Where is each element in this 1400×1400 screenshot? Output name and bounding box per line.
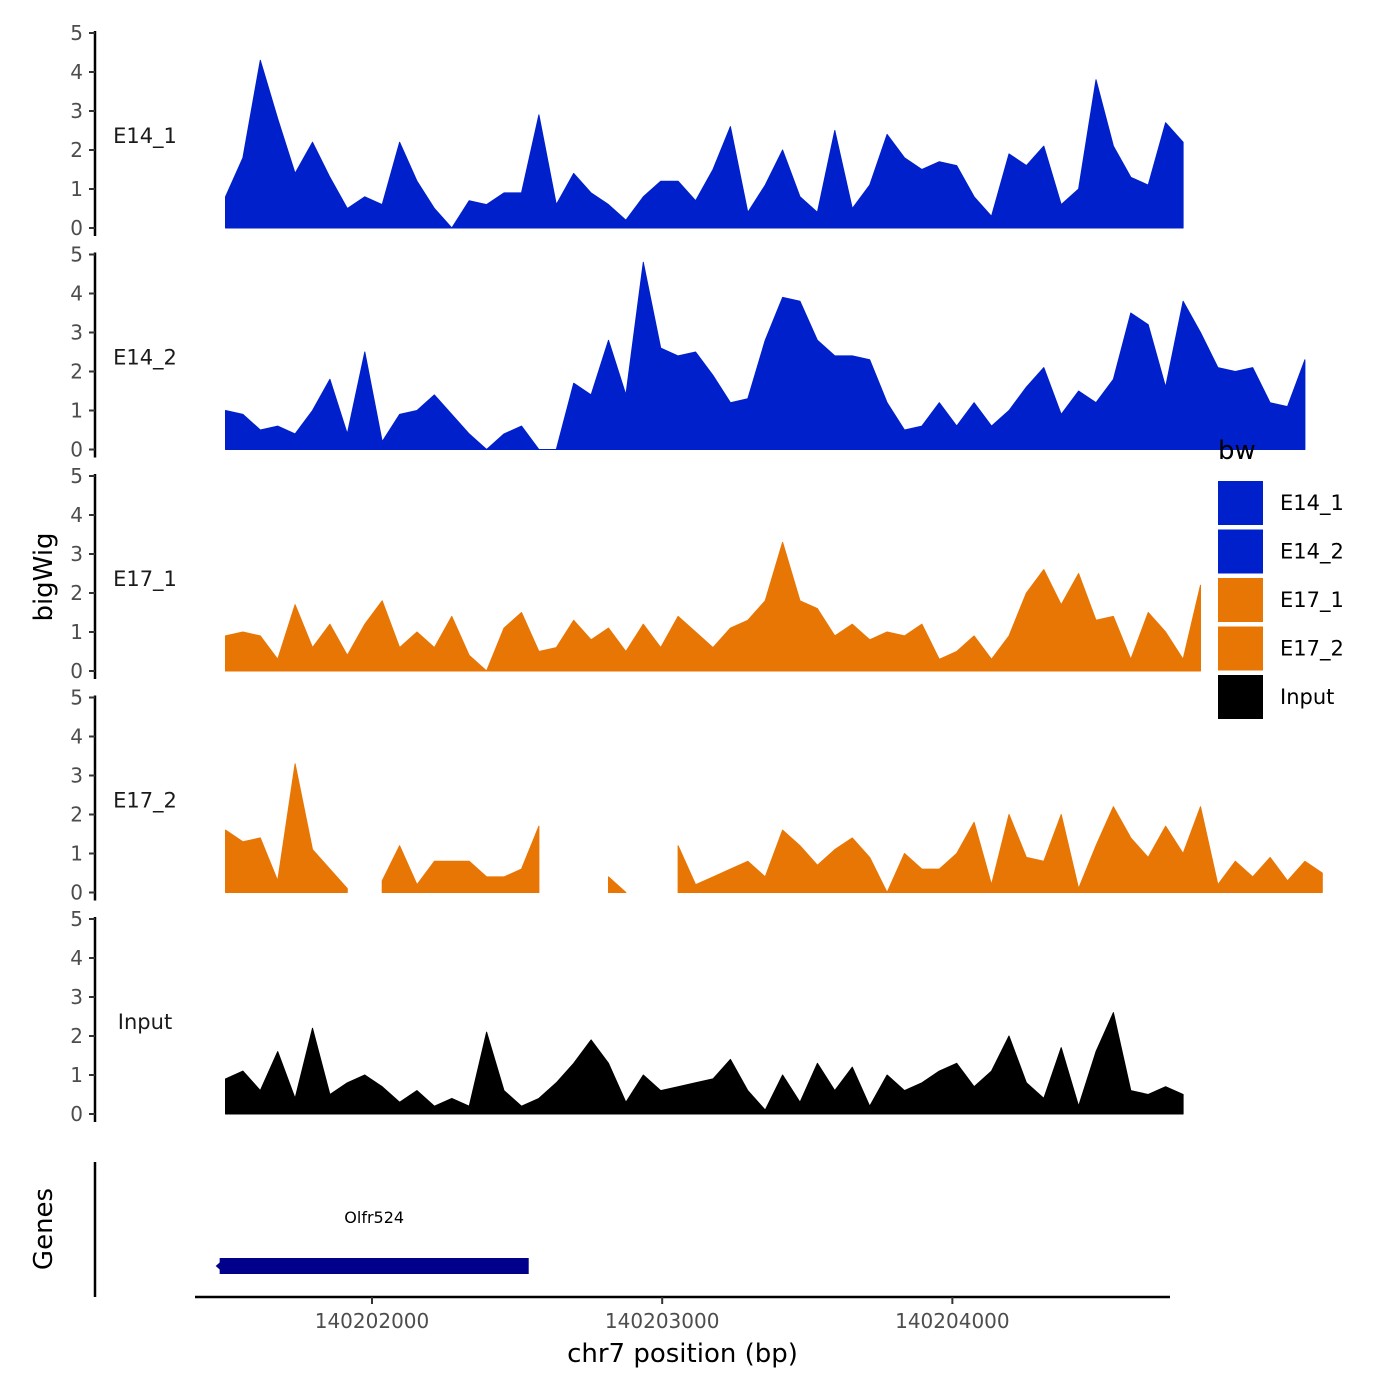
signal-area-Input — [225, 1012, 1184, 1115]
y-tick-label: 3 — [70, 99, 83, 123]
y-tick-label: 5 — [70, 21, 83, 45]
y-tick-label: 5 — [70, 686, 83, 710]
y-tick-label: 5 — [70, 243, 83, 267]
y-tick-label: 4 — [70, 503, 83, 527]
signal-area-E17_2 — [608, 876, 627, 893]
gene-label: Olfr524 — [344, 1208, 404, 1227]
track-label: Input — [118, 1010, 172, 1034]
signal-area-E17_2 — [677, 806, 1323, 893]
y-tick-label: 0 — [70, 659, 83, 683]
legend-label: E17_1 — [1280, 588, 1344, 613]
track-E14_2: 0 1 2 3 4 5 E14_2 — [70, 243, 1306, 462]
y-tick-label: 0 — [70, 216, 83, 240]
y-tick-label: 1 — [70, 620, 83, 644]
y-tick-label: 2 — [70, 581, 83, 605]
y-tick-label: 3 — [70, 321, 83, 345]
legend-label: Input — [1280, 685, 1334, 709]
signal-area-E17_2 — [225, 763, 348, 893]
y-tick-label: 5 — [70, 907, 83, 931]
y-tick-label: 4 — [70, 946, 83, 970]
y-tick-label: 1 — [70, 177, 83, 201]
y-tick-label: 4 — [70, 725, 83, 749]
gene-body — [219, 1258, 529, 1274]
x-tick-label: 140203000 — [605, 1309, 720, 1333]
y-tick-label: 1 — [70, 842, 83, 866]
legend-key-E14_2 — [1218, 529, 1263, 574]
y-tick-label: 2 — [70, 138, 83, 162]
y-tick-label: 3 — [70, 985, 83, 1009]
gene-strand-arrow — [215, 1259, 224, 1273]
track-label: E14_2 — [113, 346, 177, 371]
track-label: E17_2 — [113, 789, 177, 814]
signal-area-E14_2 — [225, 261, 1306, 450]
legend-key-Input — [1218, 675, 1263, 719]
x-tick-label: 140204000 — [895, 1309, 1010, 1333]
legend-label: E14_2 — [1280, 540, 1344, 565]
signal-area-E17_2 — [381, 825, 540, 893]
legend-label: E14_1 — [1280, 491, 1344, 516]
legend-key-E14_1 — [1218, 481, 1263, 525]
y-tick-label: 2 — [70, 803, 83, 827]
x-axis-title: chr7 position (bp) — [567, 1339, 798, 1369]
x-tick-label: 140202000 — [315, 1309, 430, 1333]
signal-area-E14_1 — [225, 59, 1184, 229]
legend-label: E17_2 — [1280, 637, 1344, 662]
track-E14_1: 0 1 2 3 4 5 E14_1 — [70, 21, 1184, 240]
y-tick-label: 0 — [70, 1102, 83, 1126]
y-tick-label: 5 — [70, 464, 83, 488]
gene-track: Genes Olfr524 — [29, 1162, 529, 1297]
track-Input: 0 1 2 3 4 5 Input — [70, 907, 1184, 1126]
y-tick-label: 1 — [70, 1063, 83, 1087]
legend-title: bw — [1218, 436, 1256, 466]
y-tick-label: 0 — [70, 881, 83, 905]
track-E17_1: 0 1 2 3 4 5 E17_1 — [70, 464, 1201, 683]
legend-key-E17_2 — [1218, 626, 1263, 671]
track-label: E17_1 — [113, 567, 177, 592]
legend: bw E14_1 E14_2 E17_1 E17_2 Input — [1218, 436, 1344, 719]
signal-tracks: 0 1 2 3 4 5 E14_1 0 1 2 3 4 5 E14_2 0 1 2 3 4 5 E17_1 0 1 2 3 4 5 E… — [70, 21, 1323, 1126]
y-tick-label: 2 — [70, 1024, 83, 1048]
legend-key-E17_1 — [1218, 578, 1263, 622]
y-tick-label: 0 — [70, 438, 83, 462]
y-tick-label: 2 — [70, 360, 83, 384]
y-tick-label: 4 — [70, 282, 83, 306]
y-tick-label: 3 — [70, 542, 83, 566]
gene-track-title: Genes — [29, 1188, 59, 1270]
y-tick-label: 3 — [70, 764, 83, 788]
y-tick-label: 1 — [70, 399, 83, 423]
y-tick-label: 4 — [70, 60, 83, 84]
track-E17_2: 0 1 2 3 4 5 E17_2 — [70, 686, 1323, 905]
track-label: E14_1 — [113, 124, 177, 149]
x-axis: chr7 position (bp) 140202000 140203000 140… — [195, 1295, 1170, 1369]
y-axis-title: bigWig — [29, 532, 59, 621]
signal-area-E17_1 — [225, 541, 1201, 672]
